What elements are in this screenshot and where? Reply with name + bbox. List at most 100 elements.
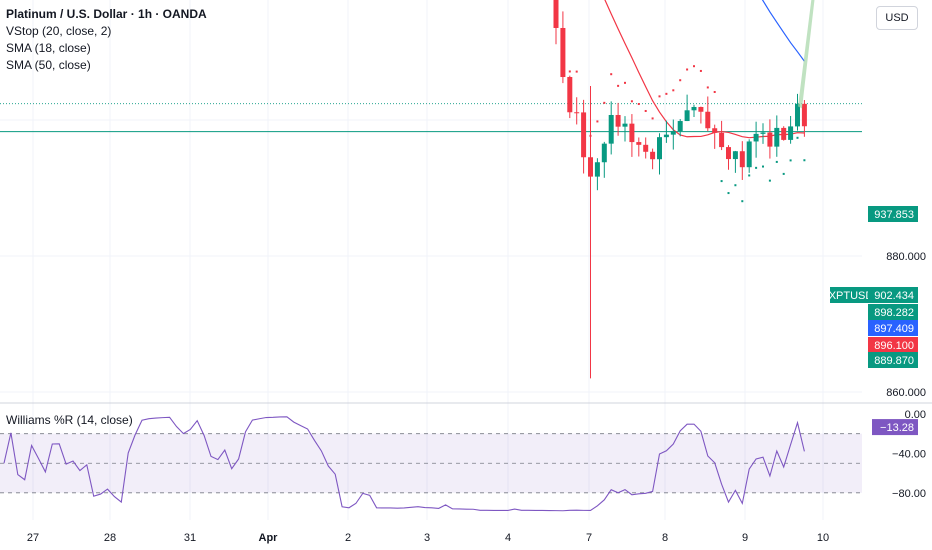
time-tick-label: 4 <box>505 532 511 544</box>
sma-18-line <box>604 0 805 139</box>
candle <box>636 142 642 145</box>
williams-r-legend[interactable]: Williams %R (14, close) <box>6 413 133 427</box>
currency-button[interactable]: USD <box>876 6 918 30</box>
vstop-dot <box>630 100 633 103</box>
candle <box>795 103 800 127</box>
candle <box>753 133 759 142</box>
candle <box>801 103 807 127</box>
price-badge <box>868 287 918 303</box>
vstop-dot <box>596 120 599 123</box>
candle <box>781 127 787 140</box>
level-price-label: 937.853 <box>874 209 914 221</box>
time-tick-label: 2 <box>345 532 351 544</box>
candle <box>553 0 559 28</box>
price-badge-label: 897.409 <box>874 323 914 335</box>
time-tick-label: 9 <box>742 532 748 544</box>
wpr-tick-label: −80.00 <box>892 488 926 500</box>
candle <box>767 132 773 147</box>
vstop-dot <box>658 95 661 98</box>
vstop-dot <box>665 92 668 95</box>
wpr-tick-label: −40.00 <box>892 448 926 460</box>
candle <box>629 123 635 143</box>
time-tick-label: 27 <box>27 532 39 544</box>
legend-vstop[interactable]: VStop (20, close, 2) <box>6 24 112 38</box>
vstop-dot <box>603 101 606 104</box>
price-badge <box>868 320 918 336</box>
candle <box>719 132 725 148</box>
vstop-dot <box>686 68 689 71</box>
candle <box>712 128 718 133</box>
candle <box>677 121 683 132</box>
price-badge-label: 902.434 <box>874 290 914 302</box>
vstop-series <box>561 35 806 203</box>
vstop-dot <box>575 70 578 73</box>
williams-r <box>3 416 805 512</box>
vstop-dot <box>789 159 792 162</box>
price-axis: 1,000.000980.000960.000920.000880.000860… <box>886 251 926 399</box>
candle <box>574 112 580 114</box>
price-badge-label: 898.282 <box>874 307 914 319</box>
vstop-dot <box>762 165 764 168</box>
wpr-tick-label: 0.00 <box>905 409 926 421</box>
vstop-dot <box>693 65 695 68</box>
vstop-dot <box>796 136 799 139</box>
candle <box>581 112 587 158</box>
time-tick-label: 31 <box>184 532 196 544</box>
candle <box>670 131 676 135</box>
vstop-dot <box>651 117 654 120</box>
candle <box>657 137 662 160</box>
price-badge <box>868 337 918 353</box>
price-badge <box>868 304 918 320</box>
level-price-badge <box>868 206 918 222</box>
time-axis: 27 28 31 Apr 2 3 4 7 8 9 10 <box>27 532 829 544</box>
vstop-dot <box>706 86 709 89</box>
candle <box>615 114 621 127</box>
price-badge-label: 889.870 <box>874 355 914 367</box>
vstop-dot <box>741 200 744 203</box>
candle <box>622 123 628 127</box>
symbol-badge <box>830 287 872 303</box>
williams-r-line <box>3 416 805 512</box>
vstop-dot <box>672 89 675 92</box>
wpr-current-label: −13.28 <box>880 422 914 434</box>
vstop-dot <box>561 35 564 38</box>
time-tick-label: 3 <box>424 532 430 544</box>
candle <box>698 106 704 112</box>
vstop-dot <box>679 79 682 82</box>
williams-r-axis: 0.00 −40.00 −80.00 −13.28 <box>872 409 926 500</box>
time-tick-label: 10 <box>817 532 829 544</box>
vstop-dot <box>734 184 737 187</box>
trend-arrow <box>798 0 815 109</box>
vstop-dot <box>610 73 613 76</box>
candle <box>601 143 607 163</box>
candle <box>608 114 614 144</box>
candle <box>691 106 697 111</box>
price-labels: 937.853 XPTUSD 902.434 898.282 897.409 896.10… <box>829 206 918 368</box>
vstop-dot <box>768 179 771 182</box>
candle <box>663 134 669 138</box>
legend-sma-50[interactable]: SMA (50, close) <box>6 58 91 72</box>
candle <box>705 111 711 129</box>
time-tick-label: 7 <box>586 532 592 544</box>
wpr-current-badge <box>872 419 918 436</box>
candle <box>788 126 794 140</box>
vstop-dot <box>782 172 785 175</box>
price-tick-label: 880.000 <box>886 251 926 263</box>
symbol-label: XPTUSD <box>829 290 874 302</box>
vstop-dot <box>617 84 620 87</box>
time-tick-label: Apr <box>259 532 279 544</box>
vstop-dot <box>775 160 778 163</box>
vstop-dot <box>803 159 806 162</box>
candle <box>739 151 745 168</box>
candle <box>726 147 731 160</box>
vstop-dot <box>637 103 640 106</box>
wpr-band <box>0 433 862 493</box>
vstop-dot <box>720 180 723 183</box>
legend-sma-18[interactable]: SMA (18, close) <box>6 41 91 55</box>
candle <box>774 127 780 147</box>
candle <box>760 132 766 134</box>
vstop-dot <box>568 70 571 73</box>
vstop-dot <box>589 134 592 137</box>
price-tick-label: 860.000 <box>886 387 926 399</box>
